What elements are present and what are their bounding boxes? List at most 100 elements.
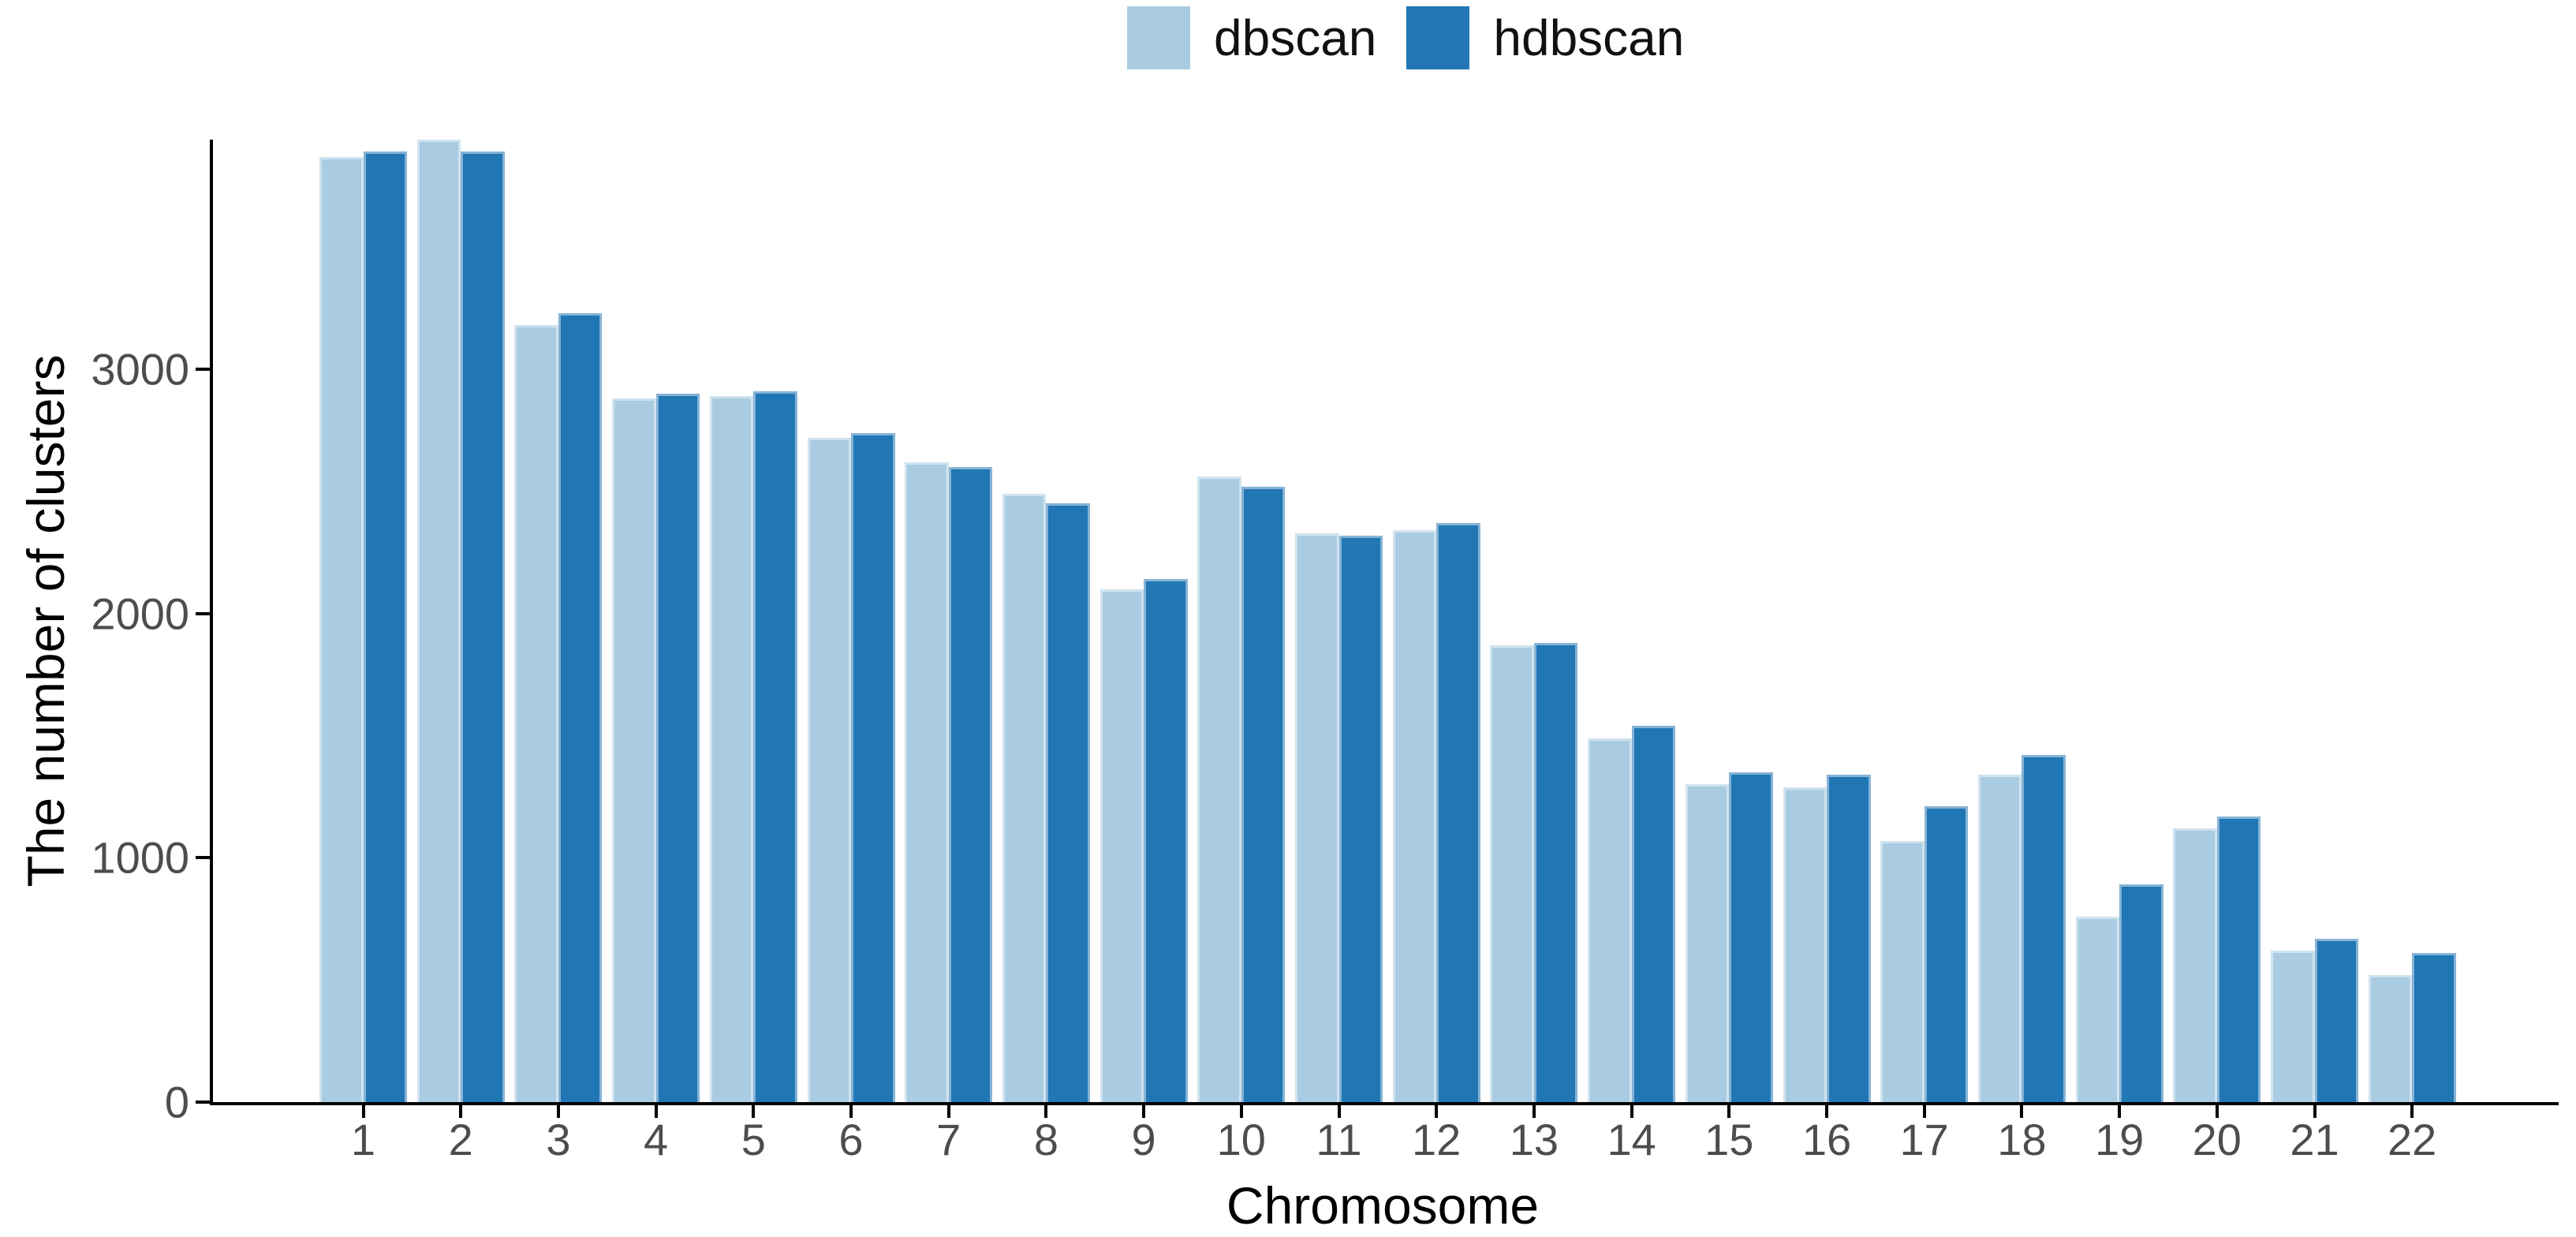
x-axis-tick-label-chr9: 9 <box>1131 1115 1156 1164</box>
bar-hdbscan-chr16 <box>1827 775 1871 1102</box>
x-axis-tick-chr9 <box>1142 1105 1146 1118</box>
bar-dbscan-chr18 <box>1977 775 2022 1102</box>
x-axis-tick-chr1 <box>361 1105 365 1118</box>
legend-item-dbscan: dbscan <box>1127 6 1376 69</box>
x-axis-tick-label-chr16: 16 <box>1801 1115 1852 1164</box>
bar-hdbscan-chr4 <box>655 394 700 1102</box>
y-axis-tick-3000 <box>196 368 210 372</box>
x-axis-tick-label-chr21: 21 <box>2290 1115 2339 1164</box>
bar-dbscan-chr11 <box>1295 533 1339 1102</box>
x-axis-tick-chr22 <box>2410 1105 2414 1118</box>
x-axis-tick-label-chr13: 13 <box>1509 1115 1559 1164</box>
bar-dbscan-chr12 <box>1392 530 1437 1102</box>
bar-hdbscan-chr9 <box>1144 579 1188 1102</box>
bar-hdbscan-chr1 <box>363 151 407 1102</box>
x-axis-tick-chr19 <box>2118 1105 2122 1118</box>
x-axis-tick-chr4 <box>654 1105 658 1118</box>
x-axis-tick-label-chr6: 6 <box>838 1115 864 1164</box>
y-axis-tick-label-1000: 1000 <box>91 832 189 883</box>
bar-hdbscan-chr5 <box>753 391 797 1102</box>
x-axis-tick-label-chr3: 3 <box>546 1115 571 1164</box>
bar-dbscan-chr5 <box>709 396 754 1102</box>
x-axis-tick-label-chr4: 4 <box>644 1115 669 1164</box>
x-axis-tick-chr21 <box>2313 1105 2317 1118</box>
legend-item-hdbscan: hdbscan <box>1406 6 1684 69</box>
bar-hdbscan-chr22 <box>2412 953 2456 1102</box>
bar-dbscan-chr14 <box>1588 738 1632 1102</box>
x-axis-tick-chr15 <box>1727 1105 1731 1118</box>
legend-swatch-dbscan <box>1127 6 1190 69</box>
bar-dbscan-chr22 <box>2368 975 2413 1102</box>
y-axis-tick-label-3000: 3000 <box>91 344 189 394</box>
x-axis-tick-chr10 <box>1239 1105 1243 1118</box>
bar-dbscan-chr15 <box>1685 784 1730 1102</box>
x-axis-tick-label-chr18: 18 <box>1997 1115 2047 1164</box>
legend-label-hdbscan: hdbscan <box>1493 9 1685 66</box>
x-axis-tick-label-chr15: 15 <box>1704 1115 1754 1164</box>
x-axis-tick-chr13 <box>1532 1105 1536 1118</box>
x-axis-tick-label-chr11: 11 <box>1316 1115 1362 1164</box>
x-axis-tick-chr14 <box>1630 1105 1633 1118</box>
bar-hdbscan-chr17 <box>1924 806 1969 1102</box>
x-axis-tick-label-chr14: 14 <box>1607 1115 1656 1164</box>
x-axis-tick-chr18 <box>2020 1105 2024 1118</box>
y-axis-tick-2000 <box>196 611 210 615</box>
x-axis-tick-label-chr17: 17 <box>1899 1115 1949 1164</box>
bar-hdbscan-chr8 <box>1046 503 1090 1102</box>
x-axis-tick-label-chr2: 2 <box>448 1115 473 1164</box>
bar-dbscan-chr20 <box>2173 828 2217 1102</box>
x-axis-tick-chr5 <box>752 1105 756 1118</box>
bar-dbscan-chr21 <box>2271 951 2315 1102</box>
x-axis-tick-label-chr8: 8 <box>1033 1115 1058 1164</box>
y-axis-tick-0 <box>196 1101 210 1104</box>
x-axis-tick-label-chr12: 12 <box>1412 1115 1462 1164</box>
x-axis-tick-chr2 <box>459 1105 463 1118</box>
x-axis-tick-chr12 <box>1435 1105 1439 1118</box>
bar-dbscan-chr13 <box>1490 645 1534 1102</box>
bar-hdbscan-chr14 <box>1631 726 1676 1102</box>
x-axis-tick-chr20 <box>2215 1105 2219 1118</box>
bar-hdbscan-chr6 <box>851 433 895 1102</box>
bar-hdbscan-chr12 <box>1436 523 1480 1102</box>
x-axis-tick-label-chr1: 1 <box>350 1115 376 1164</box>
x-axis-tick-chr16 <box>1825 1105 1828 1118</box>
bar-hdbscan-chr18 <box>2022 755 2066 1102</box>
x-axis-tick-chr7 <box>946 1105 950 1118</box>
bar-hdbscan-chr21 <box>2314 939 2358 1102</box>
bar-dbscan-chr8 <box>1002 494 1047 1102</box>
bar-dbscan-chr19 <box>2075 917 2120 1102</box>
x-axis-tick-chr6 <box>849 1105 853 1118</box>
bar-hdbscan-chr3 <box>558 313 603 1102</box>
legend-swatch-hdbscan <box>1406 6 1470 69</box>
bar-hdbscan-chr10 <box>1241 487 1286 1102</box>
x-axis-title: Chromosome <box>1226 1176 1540 1235</box>
chart-legend: dbscan hdbscan <box>1127 6 1684 69</box>
bar-hdbscan-chr13 <box>1533 643 1578 1102</box>
bar-dbscan-chr16 <box>1783 787 1827 1102</box>
bar-dbscan-chr1 <box>319 157 364 1102</box>
bar-hdbscan-chr2 <box>461 151 505 1102</box>
y-axis-tick-label-0: 0 <box>164 1077 189 1127</box>
bar-dbscan-chr9 <box>1099 589 1144 1102</box>
bar-dbscan-chr17 <box>1880 841 1925 1102</box>
bar-hdbscan-chr11 <box>1338 536 1383 1102</box>
bar-dbscan-chr3 <box>514 325 558 1102</box>
x-axis-tick-chr3 <box>556 1105 560 1118</box>
bar-dbscan-chr7 <box>905 462 949 1102</box>
bar-hdbscan-chr20 <box>2216 817 2261 1102</box>
y-axis-title: The number of clusters <box>17 354 75 888</box>
x-axis-tick-label-chr5: 5 <box>741 1115 766 1164</box>
bar-dbscan-chr10 <box>1197 476 1241 1102</box>
bar-hdbscan-chr15 <box>1729 772 1773 1102</box>
x-axis-tick-label-chr20: 20 <box>2192 1115 2242 1164</box>
plot-panel: 1 2 3 4 5 6 7 8 9 10 11 12 13 14 15 16 17 18 19 20 21 22 0 1000… <box>91 140 2559 1164</box>
x-axis-tick-chr17 <box>1922 1105 1926 1118</box>
y-axis-tick-label-2000: 2000 <box>91 589 189 639</box>
x-axis-tick-label-chr10: 10 <box>1216 1115 1266 1164</box>
x-axis-tick-label-chr7: 7 <box>936 1115 961 1164</box>
bar-dbscan-chr4 <box>612 398 656 1102</box>
legend-label-dbscan: dbscan <box>1214 9 1377 66</box>
bar-hdbscan-chr19 <box>2119 884 2163 1102</box>
bar-dbscan-chr2 <box>416 140 461 1102</box>
